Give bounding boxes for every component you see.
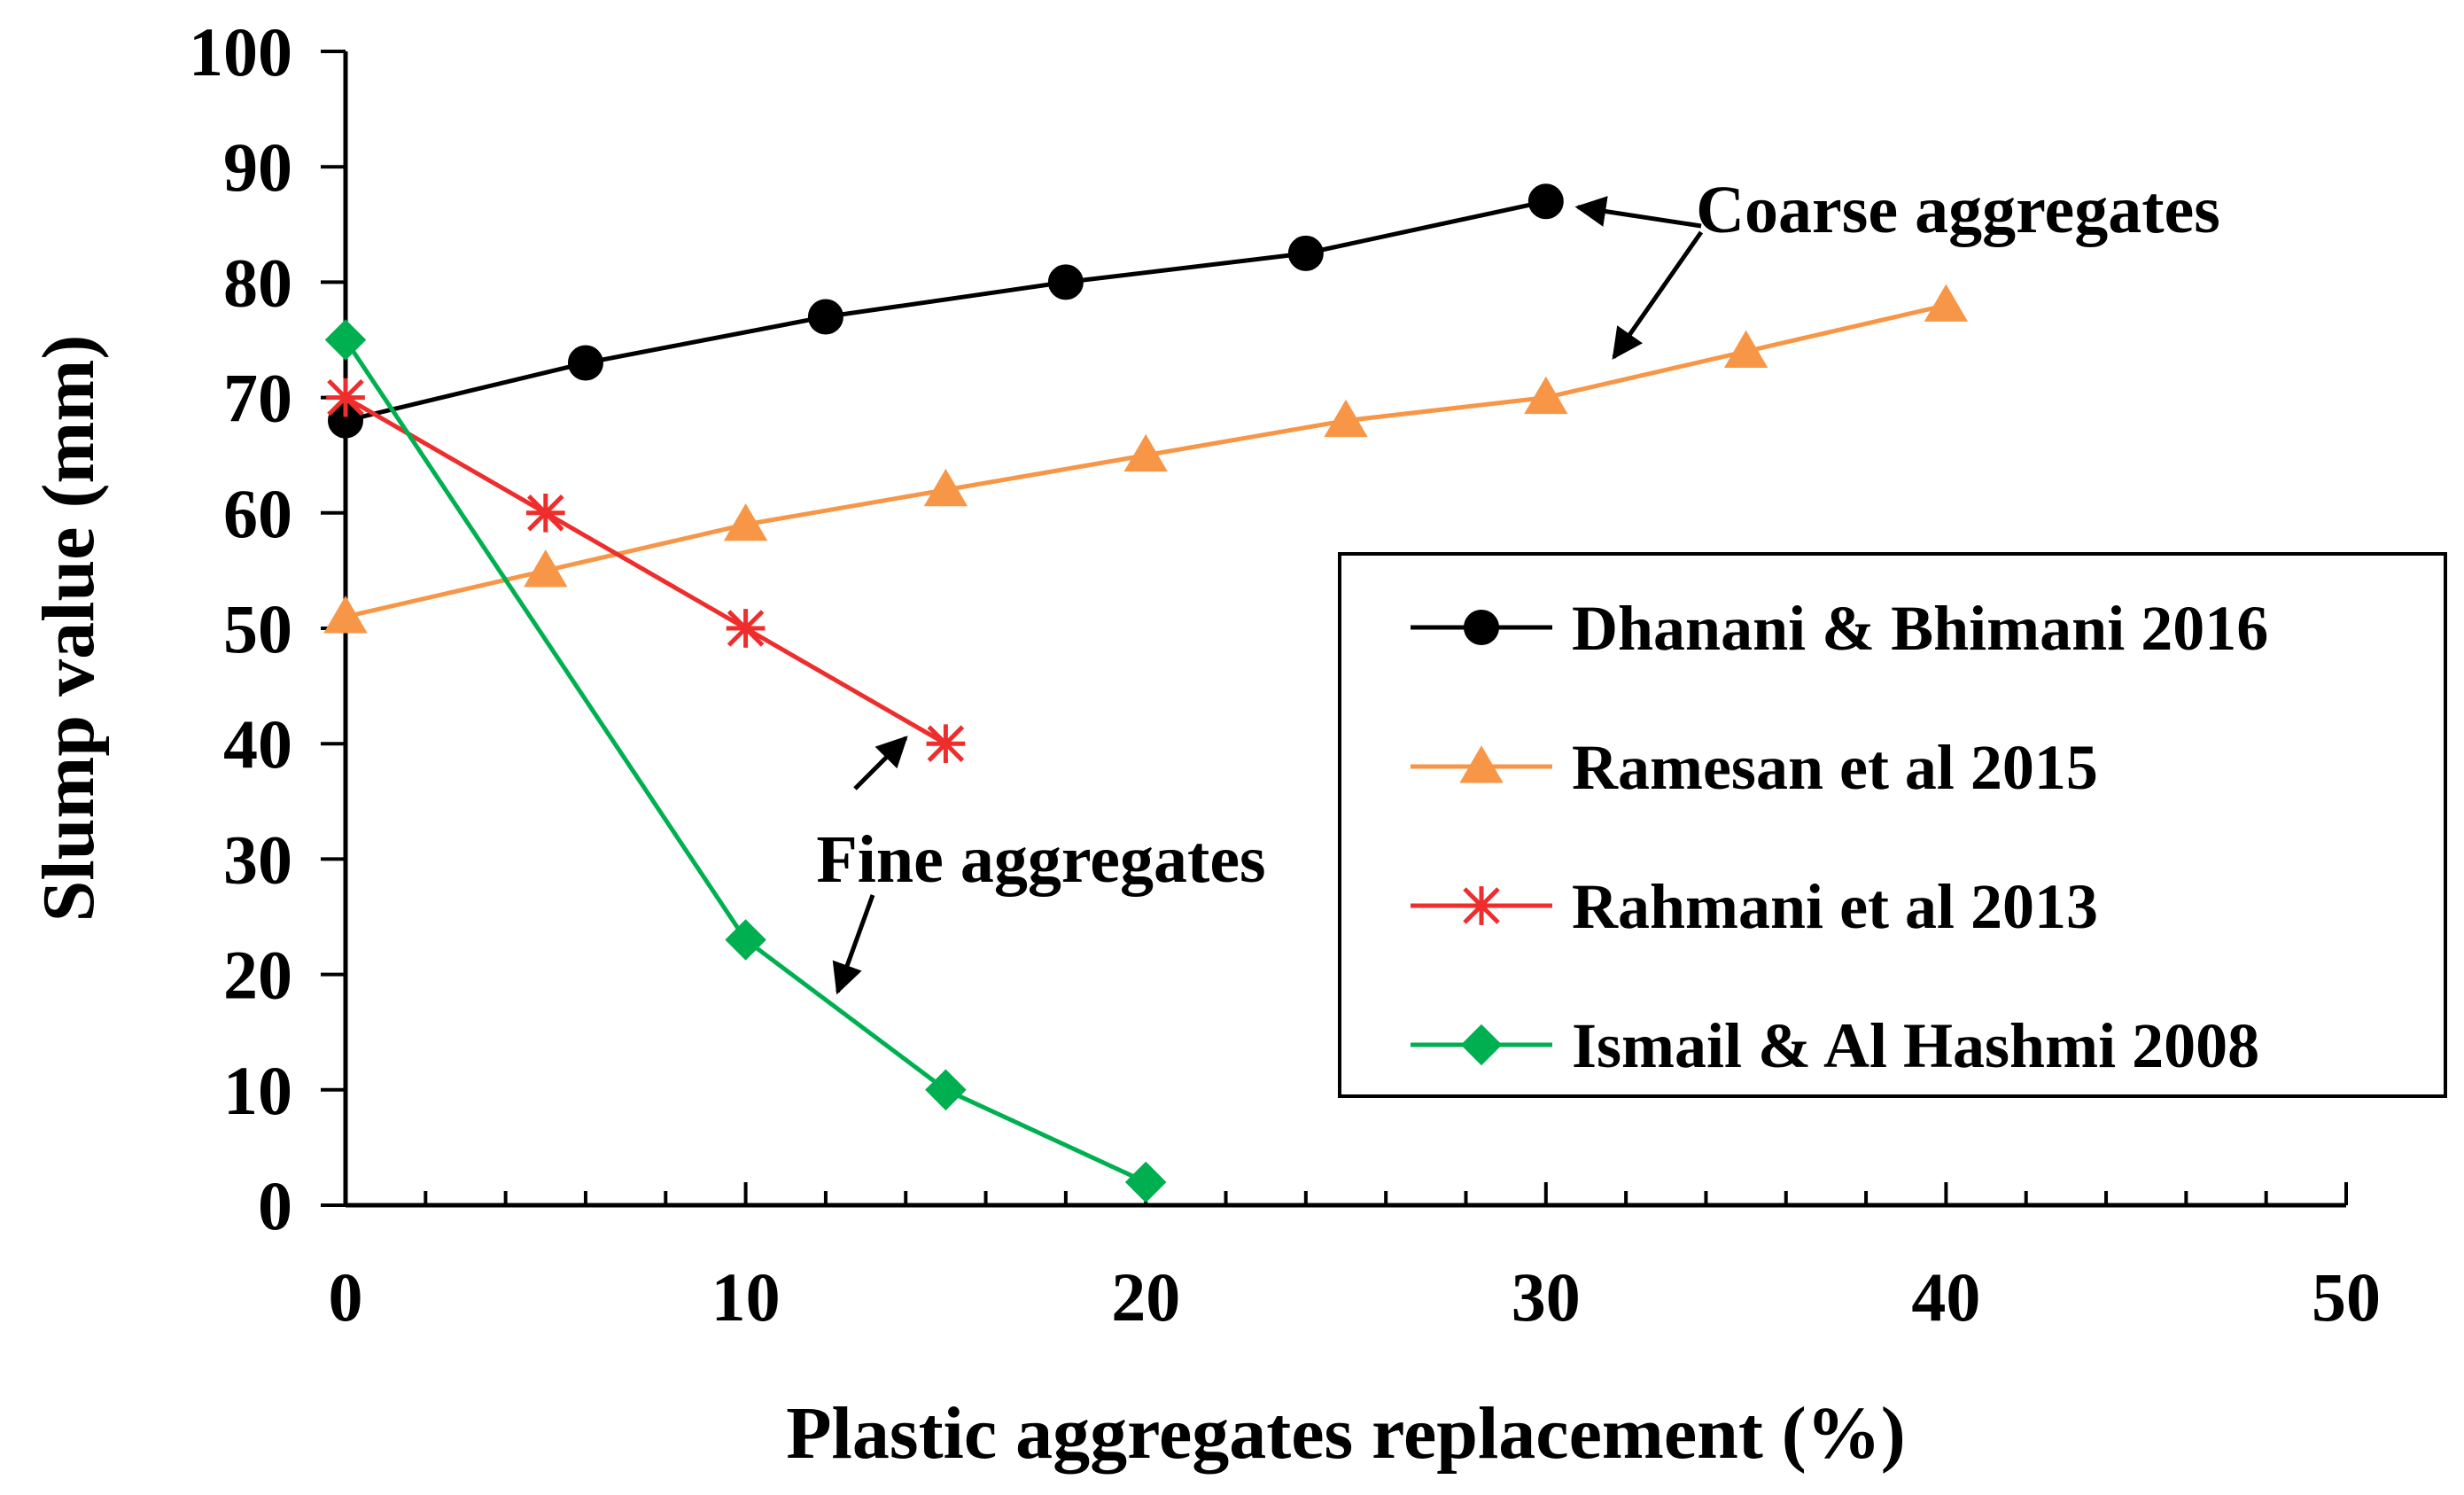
data-point xyxy=(807,299,843,335)
data-point xyxy=(525,493,565,533)
data-point xyxy=(1924,284,1969,322)
legend: Dhanani & Bhimani 2016 Ramesan et al 2015… xyxy=(1338,552,2447,1098)
y-tick-label: 80 xyxy=(223,244,292,321)
x-tick-label: 30 xyxy=(1512,1258,1581,1335)
data-point xyxy=(1287,235,1324,271)
legend-label: Ramesan et al 2015 xyxy=(1572,732,2098,803)
data-point xyxy=(567,345,603,381)
legend-label: Dhanani & Bhimani 2016 xyxy=(1572,593,2268,664)
legend-marker xyxy=(1464,610,1499,645)
legend-marker xyxy=(1460,1024,1503,1066)
axes: 0 10 20 30 40 50 0 10 20 30 40 50 60 70 80 90 100 xyxy=(189,13,2381,1335)
data-point xyxy=(925,1069,967,1111)
annotation-label: Coarse aggregates xyxy=(1696,173,2220,247)
annotations: Coarse aggregates Fine aggregates xyxy=(816,173,2220,995)
data-point xyxy=(326,378,365,417)
data-point xyxy=(524,549,568,588)
data-point xyxy=(926,724,966,764)
series-line xyxy=(344,395,947,746)
series-1 xyxy=(323,284,1969,634)
legend-box xyxy=(1338,552,2447,1098)
y-tick-label: 60 xyxy=(223,475,292,552)
legend-marker xyxy=(1459,745,1504,783)
data-point xyxy=(323,596,368,634)
series-3 xyxy=(324,319,1167,1203)
data-point xyxy=(1324,399,1368,438)
y-tick-label: 40 xyxy=(223,705,292,783)
annotation-arrow xyxy=(853,736,908,790)
x-tick-label: 0 xyxy=(329,1258,363,1335)
legend-marker xyxy=(1462,886,1501,925)
y-tick-label: 10 xyxy=(223,1052,292,1129)
y-tick-label: 70 xyxy=(223,360,292,437)
data-point xyxy=(725,919,766,961)
y-tick-label: 20 xyxy=(223,937,292,1014)
plot-area xyxy=(323,183,1969,1203)
y-axis-title: Slump value (mm) xyxy=(27,335,110,923)
series-2 xyxy=(326,378,966,764)
series-0 xyxy=(328,183,1564,439)
data-point xyxy=(1124,1161,1167,1203)
data-point xyxy=(1723,330,1768,368)
data-point xyxy=(923,468,968,507)
data-point xyxy=(324,319,367,361)
annotation-arrow xyxy=(1612,230,1704,360)
series-line xyxy=(345,199,1547,424)
annotation-label: Fine aggregates xyxy=(816,822,1265,897)
y-tick-label: 30 xyxy=(223,821,292,898)
y-tick-label: 0 xyxy=(258,1167,292,1244)
x-tick-label: 10 xyxy=(711,1258,781,1335)
data-point xyxy=(1527,183,1564,220)
data-point xyxy=(1047,264,1084,300)
data-point xyxy=(726,609,766,648)
legend-label: Ismail & Al Hashmi 2008 xyxy=(1572,1010,2259,1081)
y-tick-label: 100 xyxy=(189,13,292,90)
data-point xyxy=(1524,376,1568,415)
legend-label: Rahmani et al 2013 xyxy=(1572,871,2098,942)
series-line xyxy=(343,339,1147,1185)
y-tick-label: 50 xyxy=(223,590,292,667)
x-tick-label: 40 xyxy=(1911,1258,1980,1335)
x-tick-label: 50 xyxy=(2312,1258,2381,1335)
x-tick-label: 20 xyxy=(1111,1258,1180,1335)
annotation-arrow xyxy=(1574,196,1702,229)
data-point xyxy=(1123,433,1168,472)
y-tick-label: 90 xyxy=(223,128,292,206)
x-axis-title: Plastic aggregates replacement (%) xyxy=(786,1392,1906,1475)
annotation-arrow xyxy=(832,894,875,995)
data-point xyxy=(723,502,768,541)
